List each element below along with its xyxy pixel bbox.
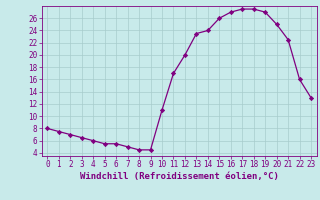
X-axis label: Windchill (Refroidissement éolien,°C): Windchill (Refroidissement éolien,°C) xyxy=(80,172,279,181)
